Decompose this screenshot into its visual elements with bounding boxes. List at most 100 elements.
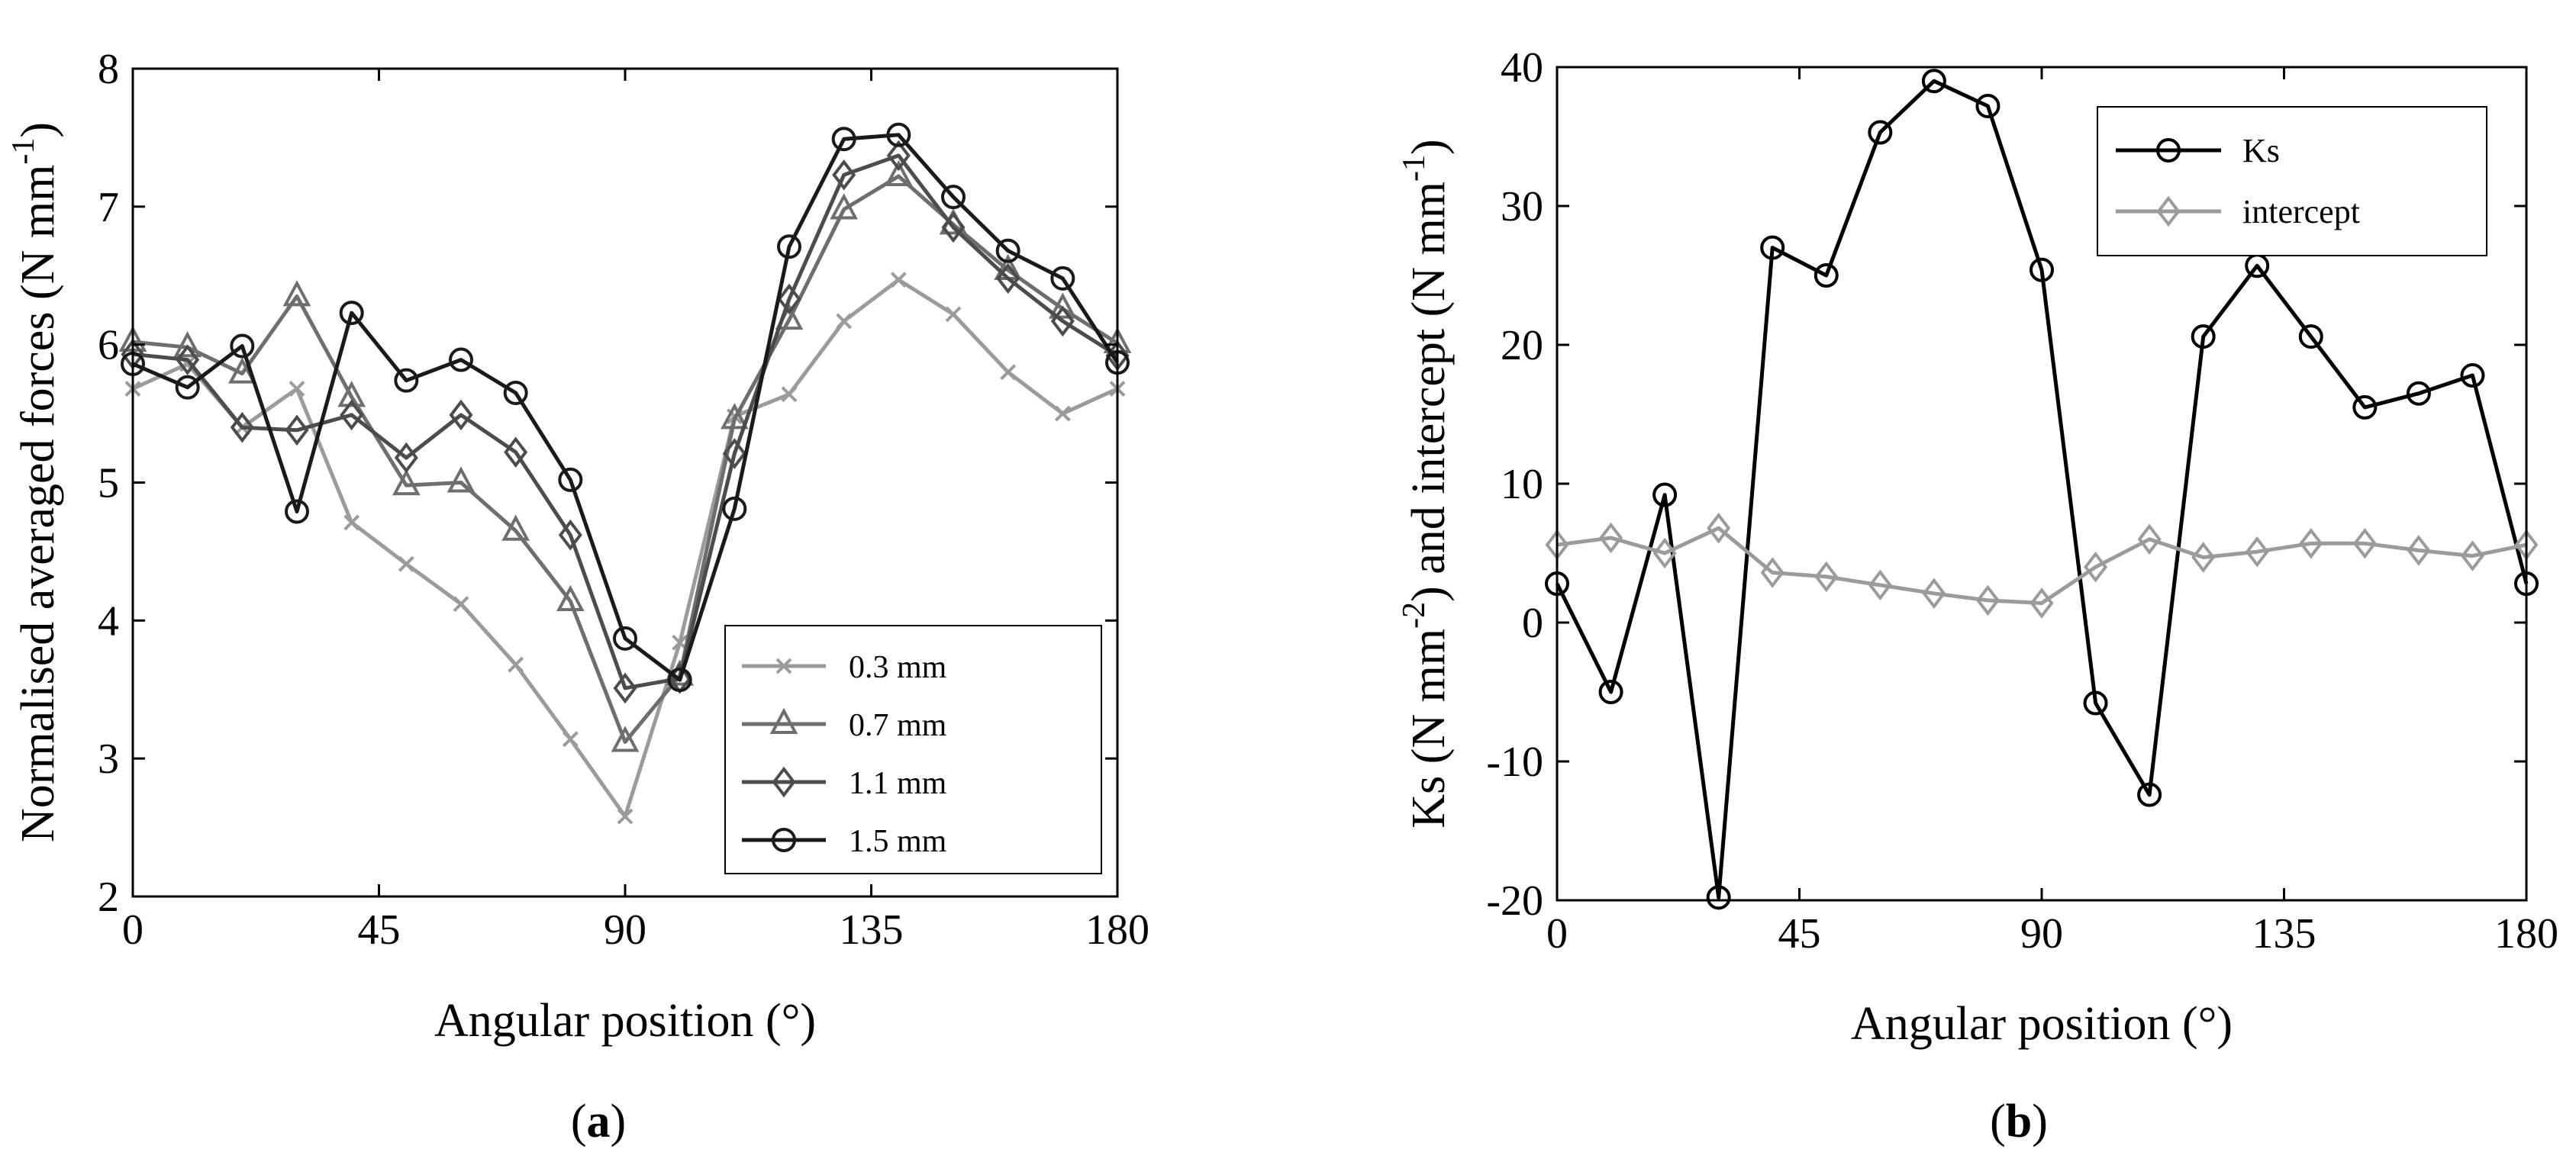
x-tick-label: 0 xyxy=(122,906,143,954)
data-point xyxy=(613,626,637,651)
data-point xyxy=(175,375,200,400)
data-point xyxy=(1975,93,2001,118)
data-point xyxy=(2083,690,2108,716)
legend-box-b xyxy=(2097,106,2487,256)
x-tick-label: 180 xyxy=(2494,910,2558,958)
data-point xyxy=(2030,257,2054,282)
data-point xyxy=(613,672,637,704)
data-point xyxy=(504,436,528,468)
data-point xyxy=(830,193,859,220)
data-point xyxy=(995,238,1020,263)
data-point xyxy=(562,731,579,748)
y-tick-label: 7 xyxy=(98,184,119,231)
y-tick-label: 40 xyxy=(1501,44,1543,92)
data-point xyxy=(1707,512,1731,544)
data-point xyxy=(2299,527,2323,559)
data-point xyxy=(1706,885,1731,910)
data-point xyxy=(453,596,469,613)
data-point xyxy=(449,399,473,431)
data-point xyxy=(1050,266,1075,291)
data-point xyxy=(230,333,255,359)
legend-marker xyxy=(772,828,796,852)
data-point xyxy=(996,262,1020,294)
data-point xyxy=(1814,263,1839,288)
data-point xyxy=(617,808,634,825)
data-point xyxy=(884,159,913,187)
data-point xyxy=(558,467,583,492)
data-point xyxy=(392,468,421,496)
y-tick-label: 8 xyxy=(98,46,119,93)
x-tick-label: 45 xyxy=(1778,910,1821,958)
legend-marker xyxy=(2156,195,2181,227)
x-tick-label: 135 xyxy=(2252,910,2316,958)
data-point xyxy=(1868,120,1893,145)
data-point xyxy=(831,127,856,152)
data-point xyxy=(340,399,364,431)
data-point xyxy=(398,555,414,572)
data-point xyxy=(2084,551,2108,583)
ticks-b: 0 45 90 135 180 -20 -10 0 10 20 30 40 xyxy=(1486,44,2558,958)
data-point xyxy=(1599,522,1623,554)
panel-label-a: (a) xyxy=(571,1096,626,1147)
data-point xyxy=(289,381,305,397)
data-point xyxy=(2137,782,2162,807)
data-point xyxy=(447,466,476,493)
x-axis-label-a: Angular position (°) xyxy=(434,995,816,1047)
data-point xyxy=(941,185,966,210)
chart-panel-b: 0 45 90 135 180 -20 -10 0 10 20 30 40 Angular posit… xyxy=(1397,44,2558,1147)
x-tick-label: 45 xyxy=(358,906,401,954)
legend-marker xyxy=(769,707,798,734)
data-point xyxy=(501,514,530,541)
legend-label: Ks xyxy=(2242,132,2280,169)
data-point xyxy=(2460,363,2485,388)
y-tick-label: 2 xyxy=(98,874,119,921)
legend-marker xyxy=(772,766,796,798)
series-intercept xyxy=(1545,512,2539,619)
x-axis-label-b: Angular position (°) xyxy=(1851,998,2233,1050)
legend-label: 0.3 mm xyxy=(849,650,947,685)
data-point xyxy=(173,331,202,358)
series-layer-b xyxy=(1545,69,2539,910)
data-point xyxy=(2298,324,2323,349)
data-point xyxy=(558,519,582,551)
x-tick-label: 90 xyxy=(2020,910,2063,958)
y-tick-label: 20 xyxy=(1501,322,1543,369)
legend-a: 0.3 mm 0.7 mm 1.1 mm 1.5 mm xyxy=(724,625,1102,874)
x-tick-label: 0 xyxy=(1546,910,1568,958)
data-point xyxy=(2352,394,2378,420)
series-line xyxy=(132,133,1120,682)
data-point xyxy=(777,234,801,259)
data-point xyxy=(1921,69,1946,94)
data-point xyxy=(2460,540,2484,571)
y-tick-label: 6 xyxy=(98,322,119,369)
data-point xyxy=(2245,536,2269,568)
data-point xyxy=(945,306,962,323)
legend-marker xyxy=(775,658,792,674)
data-point xyxy=(227,357,256,384)
data-point xyxy=(285,499,309,524)
y-tick-label: -10 xyxy=(1486,739,1543,786)
data-point xyxy=(337,381,366,407)
data-point xyxy=(890,272,907,288)
y-tick-label: 3 xyxy=(98,735,119,783)
y-tick-label: 30 xyxy=(1501,183,1543,230)
data-point xyxy=(1868,569,1892,601)
data-point xyxy=(1652,537,1677,569)
legend-label: 1.5 mm xyxy=(849,824,947,859)
series-layer-a xyxy=(118,122,1132,825)
data-point xyxy=(886,122,911,147)
data-point xyxy=(720,403,749,430)
data-point xyxy=(1760,557,1785,588)
series-line xyxy=(132,153,1119,690)
data-point xyxy=(1050,305,1075,337)
data-point xyxy=(449,347,473,372)
data-point xyxy=(722,496,747,521)
series-line xyxy=(1555,79,2529,900)
data-point xyxy=(722,438,746,469)
legend-label: 0.7 mm xyxy=(849,708,947,743)
data-point xyxy=(1598,680,1623,704)
data-point xyxy=(503,380,528,405)
